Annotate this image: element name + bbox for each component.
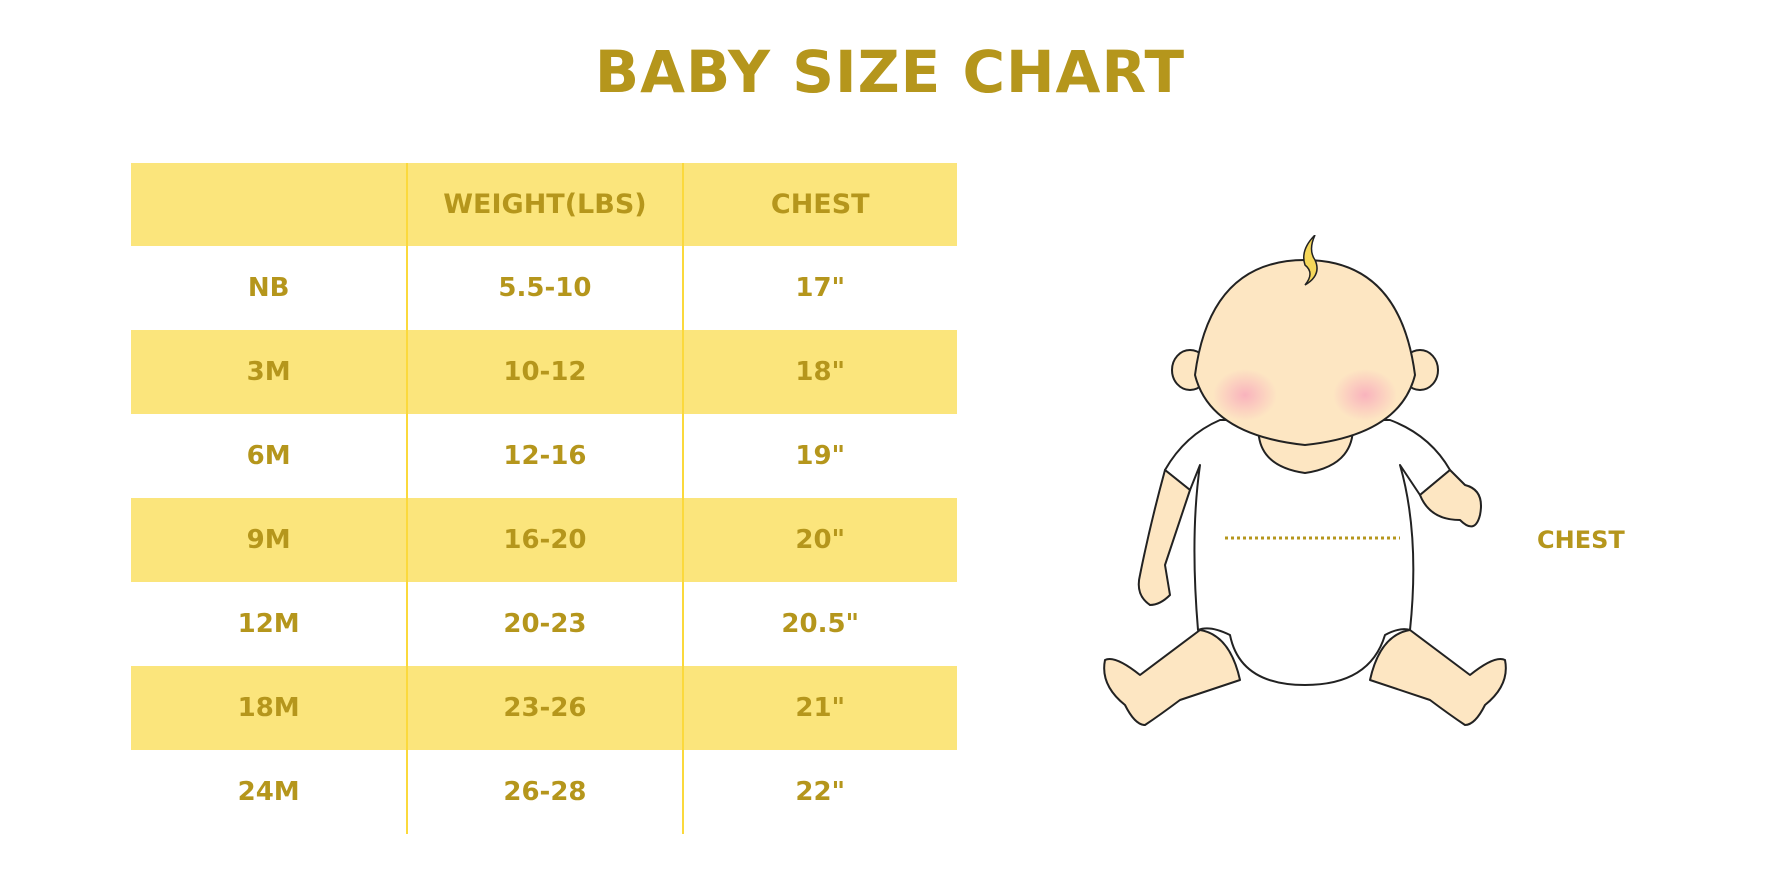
size-cell: 12M (237, 609, 300, 639)
size-cell: 6M (246, 441, 291, 471)
head (1194, 259, 1416, 446)
size-cell: 9M (246, 525, 291, 555)
left-arm (1137, 469, 1191, 606)
chest-cell: 19" (681, 414, 957, 498)
weight-cell: 23-26 (406, 666, 681, 750)
table-row: 3M 10-12 18" (131, 330, 957, 414)
page-title: BABY SIZE CHART (594, 38, 1186, 106)
table-row: 18M 23-26 21" (131, 666, 957, 750)
chest-label: CHEST (1537, 526, 1625, 554)
size-cell: 3M (246, 357, 291, 387)
size-table: WEIGHT(LBS) CHEST NB 5.5-10 17" 3M 10-12… (131, 163, 957, 834)
left-leg (1103, 629, 1241, 726)
table-row: 24M 26-28 22" (131, 750, 957, 834)
size-cell: NB (247, 273, 290, 303)
table-row: 9M 16-20 20" (131, 498, 957, 582)
table-row: NB 5.5-10 17" (131, 246, 957, 330)
hair-curl (1303, 235, 1318, 286)
chest-cell: 21" (681, 666, 957, 750)
left-cheek (1213, 369, 1277, 421)
chest-cell: 20.5" (681, 582, 957, 666)
weight-cell: 16-20 (406, 498, 681, 582)
right-cheek (1333, 369, 1397, 421)
right-leg (1369, 629, 1507, 726)
chest-cell: 22" (681, 750, 957, 834)
baby-illustration (1103, 235, 1507, 726)
header-chest: CHEST (681, 163, 957, 246)
table-header-row: WEIGHT(LBS) CHEST (131, 163, 957, 246)
chest-cell: 17" (681, 246, 957, 330)
weight-cell: 20-23 (406, 582, 681, 666)
right-arm (1419, 469, 1482, 528)
header-weight: WEIGHT(LBS) (406, 163, 681, 246)
table-row: 12M 20-23 20.5" (131, 582, 957, 666)
size-cell: 24M (237, 777, 300, 807)
weight-cell: 26-28 (406, 750, 681, 834)
chest-cell: 20" (681, 498, 957, 582)
chest-cell: 18" (681, 330, 957, 414)
bodysuit (1164, 419, 1451, 686)
header-size (131, 163, 406, 246)
weight-cell: 12-16 (406, 414, 681, 498)
weight-cell: 10-12 (406, 330, 681, 414)
weight-cell: 5.5-10 (406, 246, 681, 330)
table-row: 6M 12-16 19" (131, 414, 957, 498)
size-cell: 18M (237, 693, 300, 723)
